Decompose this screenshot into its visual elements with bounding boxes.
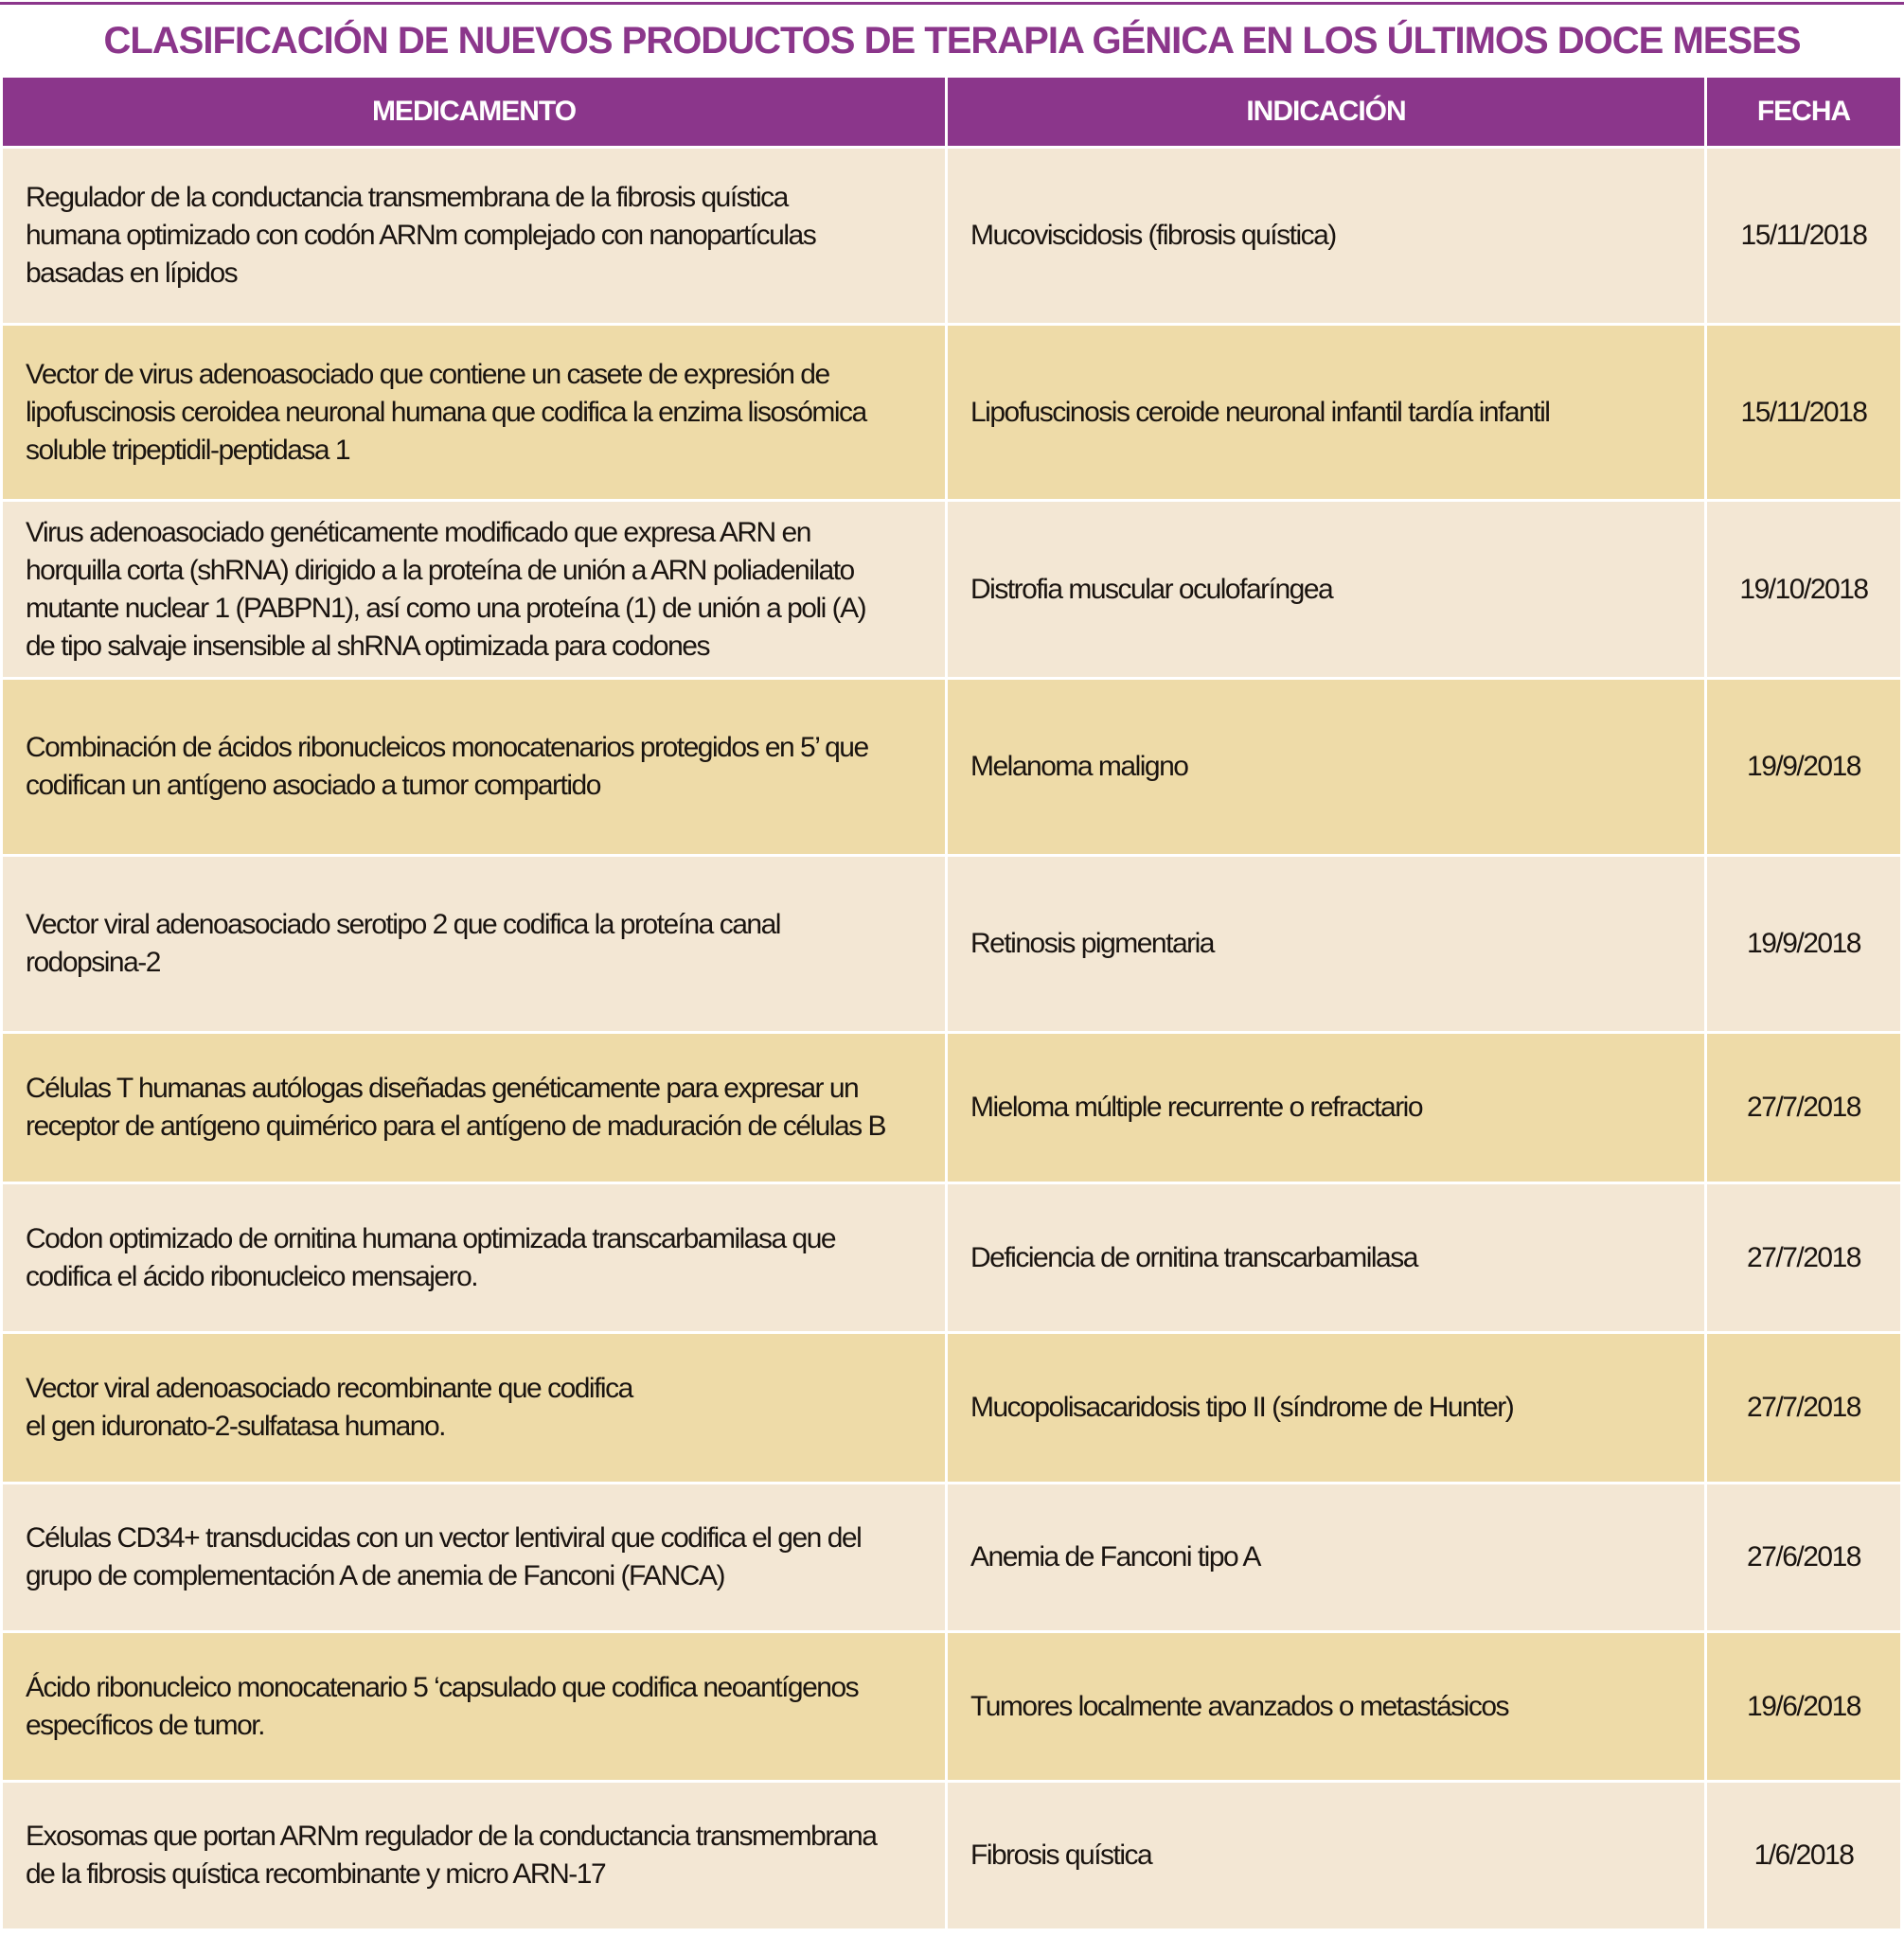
cell-medicamento-text: Regulador de la conductancia transmembra… xyxy=(26,182,817,289)
table-row: Ácido ribonucleico monocatenario 5 ‘caps… xyxy=(3,1630,1900,1780)
cell-fecha-text: 27/7/2018 xyxy=(1747,1241,1861,1273)
cell-medicamento-text: Combinación de ácidos ribonucleicos mono… xyxy=(26,732,869,801)
cell-indicacion: Distrofia muscular oculofaríngea xyxy=(948,502,1707,677)
cell-fecha: 27/7/2018 xyxy=(1707,1034,1900,1182)
cell-medicamento: Células CD34+ transducidas con un vector… xyxy=(3,1484,948,1630)
cell-medicamento-text: Vector viral adenoasociado recombinante … xyxy=(26,1373,633,1442)
cell-medicamento: Codon optimizado de ornitina humana opti… xyxy=(3,1184,948,1331)
header-medicamento: MEDICAMENTO xyxy=(3,78,948,146)
cell-fecha: 1/6/2018 xyxy=(1707,1783,1900,1928)
cell-medicamento: Combinación de ácidos ribonucleicos mono… xyxy=(3,680,948,854)
cell-fecha: 15/11/2018 xyxy=(1707,149,1900,323)
cell-indicacion: Retinosis pigmentaria xyxy=(948,857,1707,1031)
cell-fecha-text: 15/11/2018 xyxy=(1740,396,1868,428)
table-row: Codon optimizado de ornitina humana opti… xyxy=(3,1182,1900,1331)
cell-medicamento-text: Vector viral adenoasociado serotipo 2 qu… xyxy=(26,909,781,978)
cell-fecha: 19/9/2018 xyxy=(1707,857,1900,1031)
cell-indicacion: Deficiencia de ornitina transcarbamilasa xyxy=(948,1184,1707,1331)
cell-medicamento: Vector viral adenoasociado recombinante … xyxy=(3,1334,948,1482)
table-row: Células T humanas autólogas diseñadas ge… xyxy=(3,1031,1900,1182)
cell-indicacion: Mucopolisacaridosis tipo II (síndrome de… xyxy=(948,1334,1707,1482)
table-row: Regulador de la conductancia transmembra… xyxy=(3,146,1900,323)
cell-indicacion: Melanoma maligno xyxy=(948,680,1707,854)
header-indicacion: INDICACIÓN xyxy=(948,78,1707,146)
table-row: Vector de virus adenoasociado que contie… xyxy=(3,323,1900,499)
cell-medicamento: Vector de virus adenoasociado que contie… xyxy=(3,326,948,499)
table-body: Regulador de la conductancia transmembra… xyxy=(3,146,1900,1928)
cell-fecha-text: 27/6/2018 xyxy=(1747,1541,1861,1573)
cell-fecha-text: 1/6/2018 xyxy=(1753,1839,1855,1871)
cell-indicacion: Fibrosis quística xyxy=(948,1783,1707,1928)
cell-indicacion-text: Fibrosis quística xyxy=(970,1839,1153,1871)
cell-medicamento-text: Codon optimizado de ornitina humana opti… xyxy=(26,1222,837,1292)
cell-indicacion: Lipofuscinosis ceroide neuronal infantil… xyxy=(948,326,1707,499)
header-label: FECHA xyxy=(1756,96,1851,127)
cell-fecha-text: 27/7/2018 xyxy=(1747,1092,1861,1123)
cell-indicacion-text: Anemia de Fanconi tipo A xyxy=(970,1541,1261,1573)
table-row: Vector viral adenoasociado recombinante … xyxy=(3,1331,1900,1482)
cell-medicamento: Regulador de la conductancia transmembra… xyxy=(3,149,948,323)
cell-fecha-text: 15/11/2018 xyxy=(1740,220,1868,251)
cell-fecha-text: 27/7/2018 xyxy=(1747,1392,1861,1423)
table-row: Virus adenoasociado genéticamente modifi… xyxy=(3,499,1900,677)
table-row: Combinación de ácidos ribonucleicos mono… xyxy=(3,677,1900,854)
cell-indicacion-text: Mieloma múltiple recurrente o refractari… xyxy=(970,1092,1424,1123)
cell-indicacion-text: Deficiencia de ornitina transcarbamilasa xyxy=(970,1241,1418,1273)
cell-fecha-text: 19/6/2018 xyxy=(1747,1690,1861,1722)
cell-medicamento-text: Vector de virus adenoasociado que contie… xyxy=(26,358,867,466)
table-header: MEDICAMENTO INDICACIÓN FECHA xyxy=(3,78,1900,146)
title-text: CLASIFICACIÓN DE NUEVOS PRODUCTOS DE TER… xyxy=(103,20,1801,62)
cell-medicamento-text: Virus adenoasociado genéticamente modifi… xyxy=(26,516,867,662)
table-row: Vector viral adenoasociado serotipo 2 qu… xyxy=(3,854,1900,1031)
header-fecha: FECHA xyxy=(1707,78,1900,146)
cell-indicacion-text: Mucoviscidosis (fibrosis quística) xyxy=(970,220,1337,251)
cell-medicamento: Vector viral adenoasociado serotipo 2 qu… xyxy=(3,857,948,1031)
cell-medicamento: Ácido ribonucleico monocatenario 5 ‘caps… xyxy=(3,1633,948,1780)
header-label: MEDICAMENTO xyxy=(371,96,577,127)
cell-indicacion-text: Mucopolisacaridosis tipo II (síndrome de… xyxy=(970,1392,1515,1423)
cell-fecha: 19/6/2018 xyxy=(1707,1633,1900,1780)
cell-indicacion-text: Lipofuscinosis ceroide neuronal infantil… xyxy=(970,396,1551,428)
cell-indicacion: Tumores localmente avanzados o metastási… xyxy=(948,1633,1707,1780)
cell-fecha: 27/7/2018 xyxy=(1707,1184,1900,1331)
table-row: Exosomas que portan ARNm regulador de la… xyxy=(3,1780,1900,1928)
cell-indicacion: Mieloma múltiple recurrente o refractari… xyxy=(948,1034,1707,1182)
cell-fecha: 19/10/2018 xyxy=(1707,502,1900,677)
top-rule xyxy=(0,2,1904,5)
cell-medicamento-text: Células CD34+ transducidas con un vector… xyxy=(26,1522,863,1591)
cell-indicacion-text: Tumores localmente avanzados o metastási… xyxy=(970,1690,1510,1722)
cell-indicacion: Mucoviscidosis (fibrosis quística) xyxy=(948,149,1707,323)
cell-indicacion-text: Distrofia muscular oculofaríngea xyxy=(970,573,1334,605)
header-label: INDICACIÓN xyxy=(1246,96,1406,127)
cell-fecha: 15/11/2018 xyxy=(1707,326,1900,499)
cell-medicamento: Células T humanas autólogas diseñadas ge… xyxy=(3,1034,948,1182)
cell-indicacion: Anemia de Fanconi tipo A xyxy=(948,1484,1707,1630)
therapy-table: MEDICAMENTO INDICACIÓN FECHA Regulador d… xyxy=(3,78,1900,1928)
cell-fecha-text: 19/9/2018 xyxy=(1747,928,1861,959)
cell-medicamento-text: Células T humanas autólogas diseñadas ge… xyxy=(26,1073,887,1142)
cell-medicamento-text: Ácido ribonucleico monocatenario 5 ‘caps… xyxy=(26,1671,860,1741)
cell-fecha: 27/6/2018 xyxy=(1707,1484,1900,1630)
cell-medicamento-text: Exosomas que portan ARNm regulador de la… xyxy=(26,1821,878,1890)
cell-medicamento: Virus adenoasociado genéticamente modifi… xyxy=(3,502,948,677)
page-title: CLASIFICACIÓN DE NUEVOS PRODUCTOS DE TER… xyxy=(0,13,1904,68)
cell-fecha-text: 19/9/2018 xyxy=(1747,751,1861,782)
cell-fecha: 19/9/2018 xyxy=(1707,680,1900,854)
cell-fecha-text: 19/10/2018 xyxy=(1739,573,1869,605)
cell-indicacion-text: Melanoma maligno xyxy=(970,751,1189,782)
cell-medicamento: Exosomas que portan ARNm regulador de la… xyxy=(3,1783,948,1928)
table-row: Células CD34+ transducidas con un vector… xyxy=(3,1482,1900,1630)
cell-indicacion-text: Retinosis pigmentaria xyxy=(970,928,1215,959)
cell-fecha: 27/7/2018 xyxy=(1707,1334,1900,1482)
